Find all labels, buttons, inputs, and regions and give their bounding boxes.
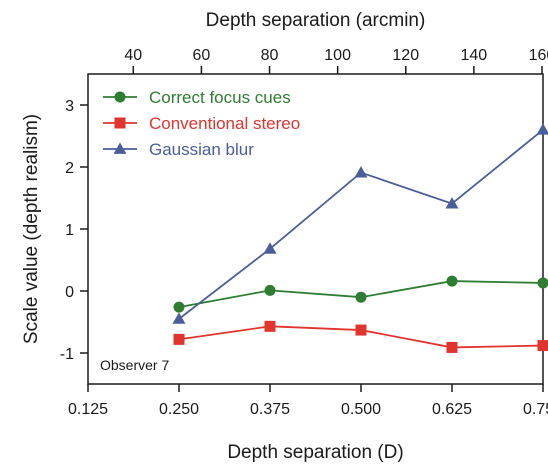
x-axis-ticks: 0.125 0.250 0.375 0.500 0.625 0.750 [68, 384, 548, 418]
top-tick-label: 140 [461, 47, 488, 64]
legend-marker [114, 91, 126, 103]
observer-annotation: Observer 7 [100, 357, 169, 373]
x-tick-label: 0.125 [68, 401, 108, 418]
x-tick-label: 0.250 [159, 401, 199, 418]
data-point [446, 341, 458, 353]
data-point [536, 123, 548, 135]
legend-item: Conventional stereo [103, 114, 300, 133]
y-axis-ticks: -1 0 1 2 3 [60, 98, 88, 363]
top-axis-ticks: 40 60 80 100 120 140 160 [124, 47, 548, 74]
data-point [537, 340, 548, 352]
legend-marker [114, 117, 126, 129]
data-point [173, 301, 185, 313]
series-3 [172, 123, 548, 324]
data-point [173, 333, 185, 345]
data-point [263, 242, 277, 254]
top-tick-label: 120 [392, 47, 419, 64]
legend-marker [113, 142, 127, 154]
y-tick-label: 3 [65, 98, 74, 115]
top-tick-label: 80 [261, 47, 279, 64]
x-axis-title: Depth separation (D) [227, 442, 403, 463]
legend-label: Correct focus cues [149, 88, 291, 107]
legend-item: Correct focus cues [103, 88, 291, 107]
data-point [355, 324, 367, 336]
top-tick-label: 160 [529, 47, 548, 64]
data-point [446, 275, 458, 287]
series-layer [172, 123, 548, 353]
data-point [354, 166, 368, 178]
legend-item: Gaussian blur [103, 140, 254, 159]
y-tick-label: -1 [60, 346, 74, 363]
top-tick-label: 60 [193, 47, 211, 64]
top-tick-label: 40 [124, 47, 142, 64]
legend-label: Conventional stereo [149, 114, 300, 133]
y-tick-label: 2 [65, 160, 74, 177]
top-axis-title: Depth separation (arcmin) [206, 10, 426, 31]
data-point [537, 277, 548, 289]
plot-frame [87, 73, 544, 385]
top-tick-label: 100 [324, 47, 351, 64]
series-2 [173, 320, 548, 353]
y-axis-title: Scale value (depth realism) [21, 114, 42, 344]
data-point [355, 291, 367, 303]
data-point [264, 284, 276, 296]
data-point [264, 320, 276, 332]
y-tick-label: 0 [65, 284, 74, 301]
x-tick-label: 0.375 [250, 401, 290, 418]
x-tick-label: 0.500 [341, 401, 381, 418]
y-tick-label: 1 [65, 222, 74, 239]
data-point [445, 197, 459, 209]
series-1 [173, 275, 548, 313]
data-point [172, 312, 186, 324]
x-tick-label: 0.625 [432, 401, 472, 418]
legend: Correct focus cues Conventional stereo Gau… [103, 88, 300, 159]
legend-label: Gaussian blur [149, 140, 254, 159]
x-tick-label: 0.750 [523, 401, 548, 418]
